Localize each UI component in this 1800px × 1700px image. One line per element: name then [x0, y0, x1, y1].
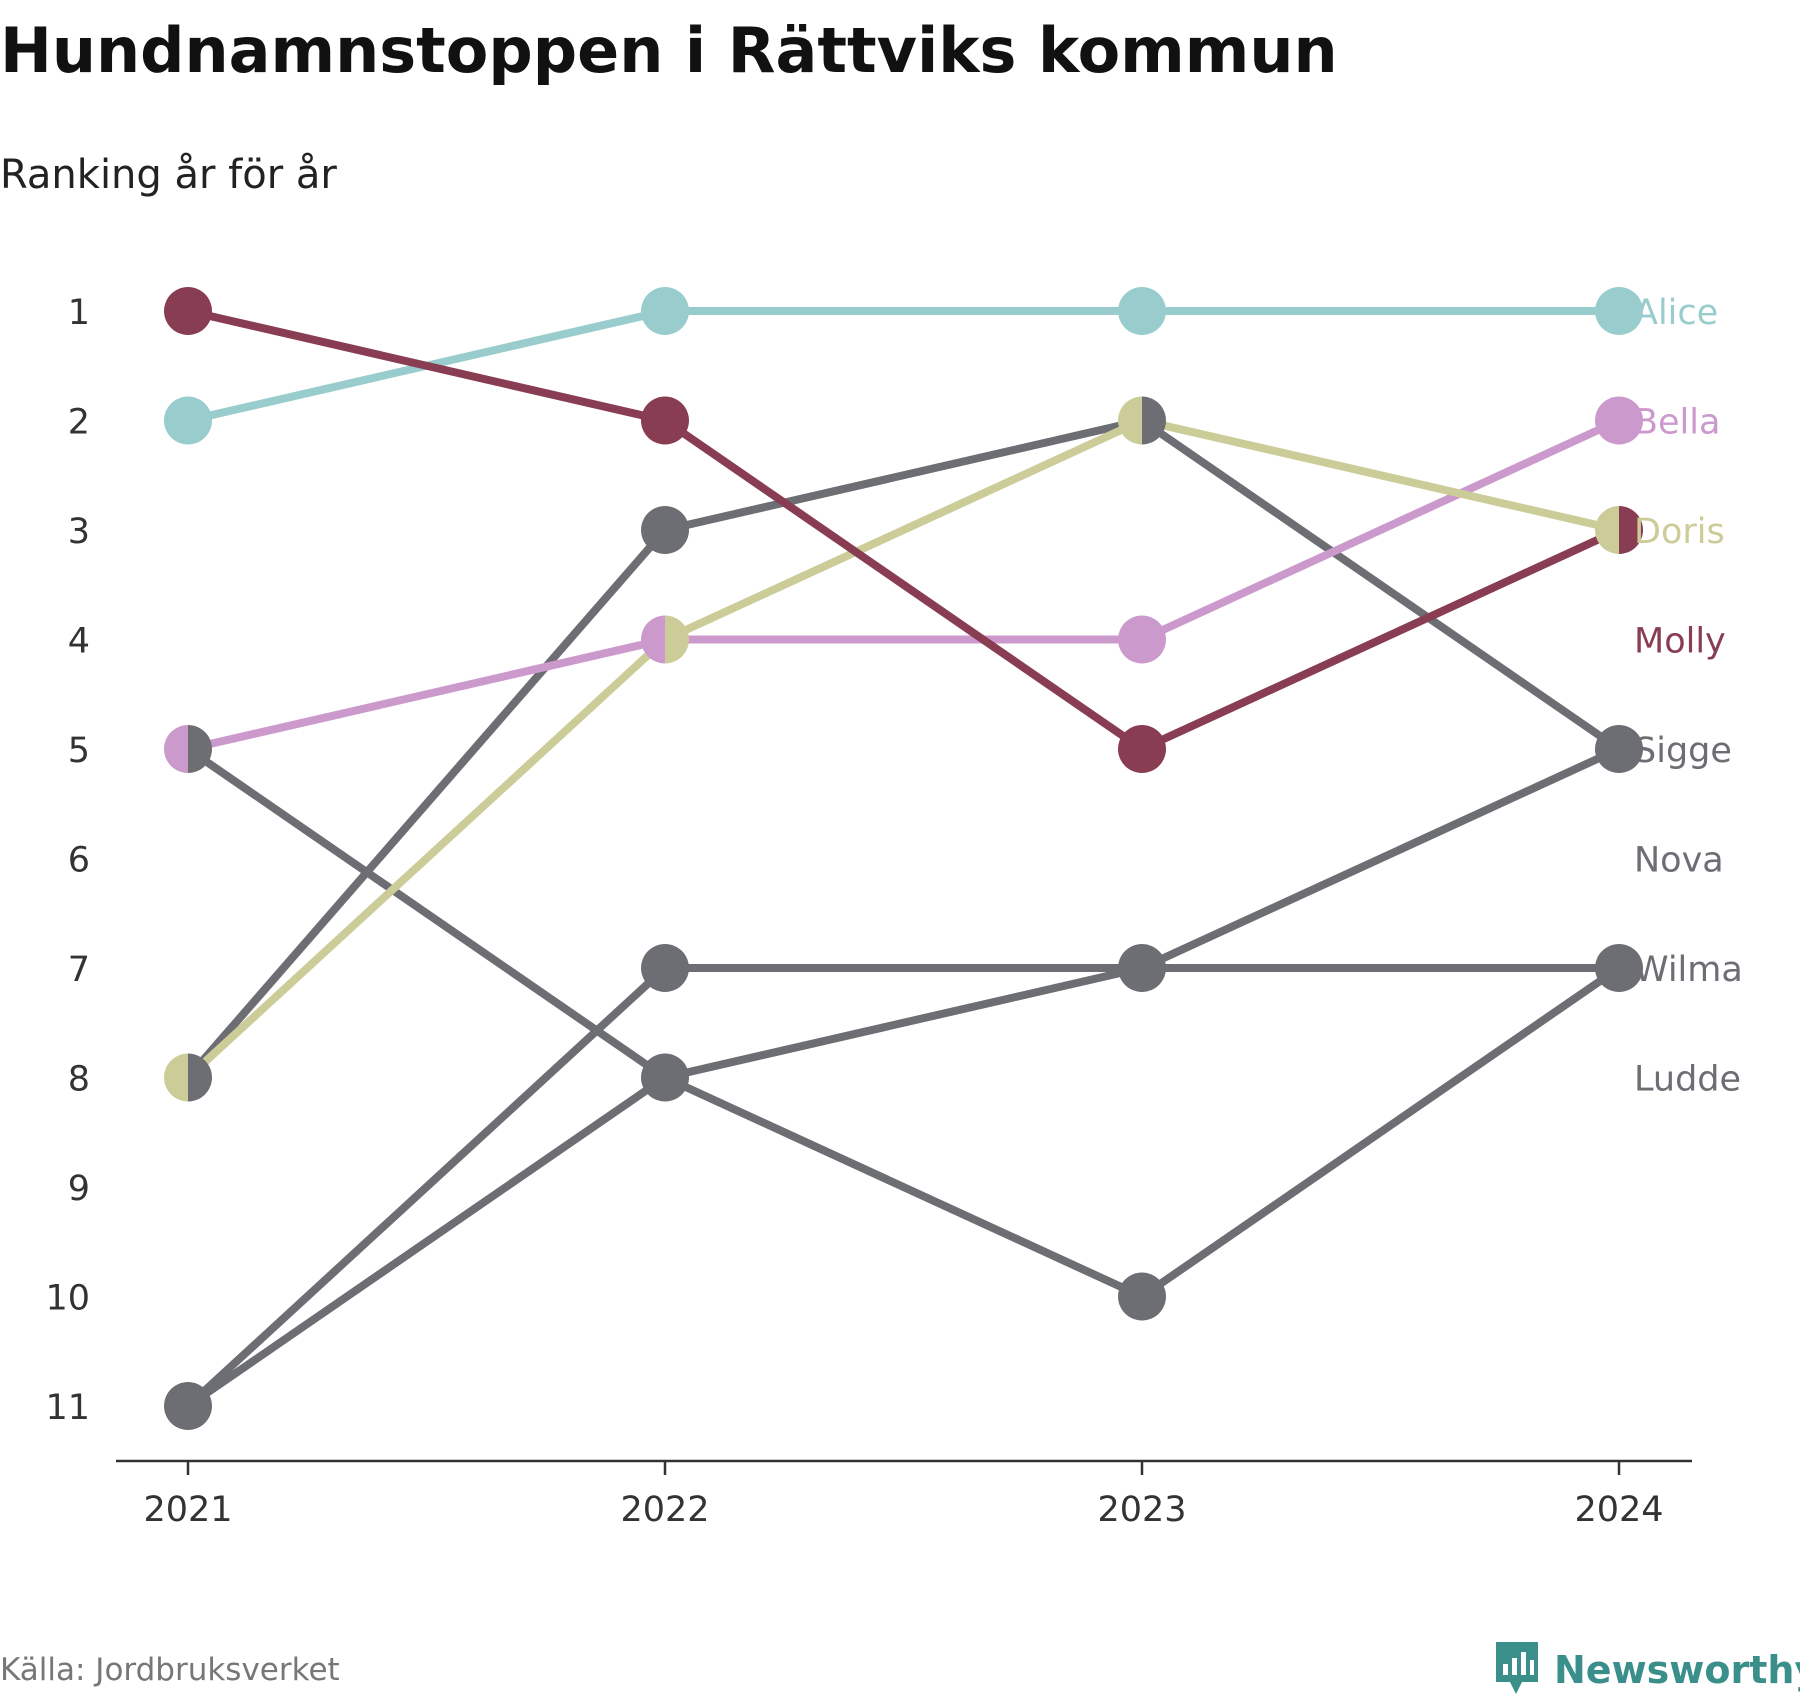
point-doris — [1118, 396, 1142, 445]
y-tick-label: 1 — [68, 293, 90, 333]
x-tick-label: 2022 — [620, 1490, 709, 1530]
point-molly — [641, 396, 689, 445]
point-alice — [641, 287, 689, 335]
source-note: Källa: Jordbruksverket — [0, 1652, 340, 1688]
series-line-wilma — [184, 745, 1623, 1410]
y-tick-label: 3 — [68, 512, 90, 552]
point-sigge — [188, 1053, 213, 1102]
point-sigge — [1142, 396, 1166, 445]
series-line-ludde — [184, 745, 1623, 1301]
y-tick-label: 2 — [68, 403, 90, 443]
series-label-sigge: Sigge — [1634, 731, 1732, 771]
point-ludde — [188, 725, 212, 773]
chart-subtitle: Ranking år för år — [0, 152, 337, 198]
point-wilma — [1142, 944, 1166, 992]
y-tick-label: 11 — [45, 1388, 90, 1428]
point-nova — [641, 944, 689, 992]
point-ludde — [665, 1053, 689, 1102]
point-bella — [1118, 615, 1166, 664]
series-label-nova: Nova — [1634, 841, 1724, 881]
brand-name: Newsworthy — [1554, 1648, 1800, 1692]
point-nova — [164, 1382, 188, 1430]
chart-title: Hundnamnstoppen i Rättviks kommun — [0, 14, 1338, 87]
series-label-alice: Alice — [1634, 293, 1718, 333]
series-label-ludde: Ludde — [1634, 1060, 1741, 1100]
point-wilma — [641, 1053, 665, 1102]
bar-chart-speech-bubble-icon — [1492, 1640, 1542, 1700]
y-tick-label: 10 — [45, 1279, 90, 1319]
point-ludde — [1619, 944, 1643, 992]
y-tick-label: 8 — [68, 1060, 90, 1100]
point-molly — [164, 287, 212, 335]
point-sigge — [641, 506, 689, 554]
x-tick-label: 2021 — [143, 1490, 232, 1530]
series-line-molly — [184, 307, 1623, 753]
point-wilma — [188, 1382, 212, 1430]
series-line-nova — [184, 964, 1623, 1410]
point-doris — [665, 615, 689, 664]
series-label-bella: Bella — [1634, 403, 1720, 443]
point-nova — [1595, 944, 1619, 992]
y-tick-label: 7 — [68, 950, 90, 990]
y-tick-label: 6 — [68, 841, 90, 881]
x-tick-label: 2023 — [1097, 1490, 1186, 1530]
point-ludde — [1118, 1272, 1166, 1321]
point-bella — [1595, 396, 1643, 445]
series-label-doris: Doris — [1634, 512, 1725, 552]
y-tick-label: 4 — [68, 622, 90, 662]
point-molly — [1619, 506, 1643, 554]
y-tick-label: 9 — [68, 1169, 90, 1209]
point-doris — [1595, 506, 1619, 554]
point-molly — [1118, 725, 1166, 773]
x-tick-label: 2024 — [1574, 1490, 1663, 1530]
point-alice — [1118, 287, 1166, 335]
y-tick-label: 5 — [68, 731, 90, 771]
point-bella — [641, 615, 665, 664]
newsworthy-logo: Newsworthy — [1492, 1640, 1800, 1700]
series-label-wilma: Wilma — [1634, 950, 1743, 990]
series-label-molly: Molly — [1634, 622, 1726, 662]
point-alice — [164, 396, 212, 445]
series-line-bella — [184, 416, 1623, 753]
point-alice — [1595, 287, 1643, 335]
series-line-alice — [184, 307, 1623, 425]
series-line-sigge — [184, 416, 1623, 1082]
point-bella — [164, 725, 188, 773]
point-sigge — [1595, 725, 1619, 773]
point-nova — [1118, 944, 1142, 992]
point-wilma — [1619, 725, 1643, 773]
point-doris — [164, 1053, 188, 1102]
series-line-doris — [184, 416, 1623, 1082]
